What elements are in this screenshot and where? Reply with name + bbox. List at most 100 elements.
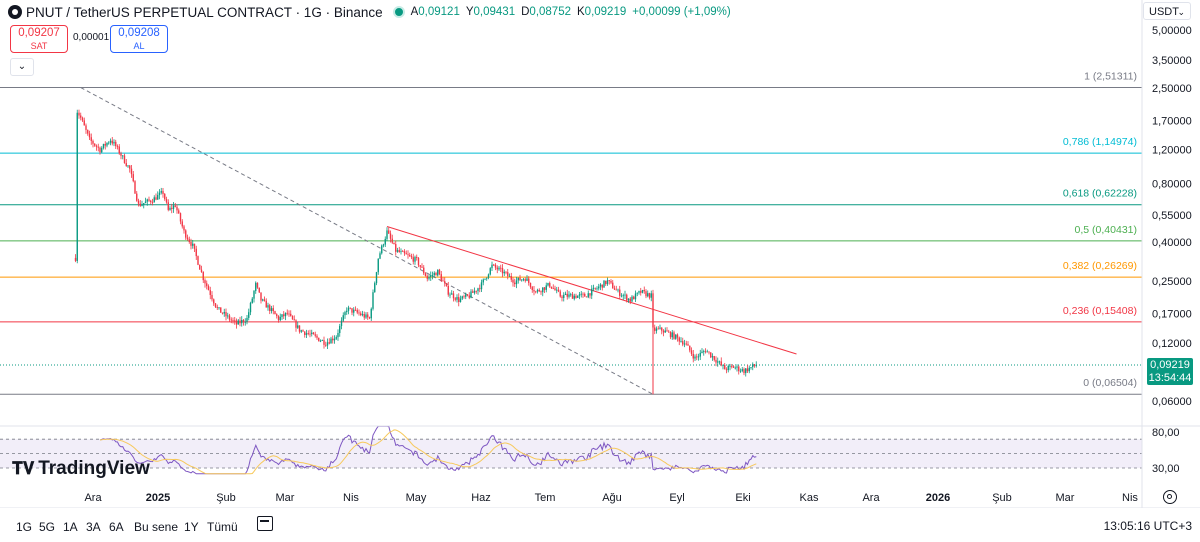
- candle-body: [442, 280, 444, 282]
- candle-body: [557, 289, 560, 292]
- candle-body: [746, 368, 749, 372]
- candle-body: [582, 293, 584, 295]
- candle-body: [312, 332, 315, 335]
- candle-body: [318, 337, 320, 342]
- candle-body: [304, 331, 306, 335]
- candle-body: [529, 282, 532, 288]
- symbol-logo-icon[interactable]: [8, 5, 22, 19]
- candle-body: [491, 264, 493, 269]
- candle-body: [192, 243, 194, 246]
- candle-body: [165, 199, 168, 203]
- timeframe-1y[interactable]: 1Y: [184, 520, 199, 534]
- candle-body: [645, 291, 647, 297]
- candle-body: [405, 253, 407, 255]
- candle-body: [290, 313, 292, 316]
- candle-body: [221, 312, 224, 314]
- ohlc-high: Y0,09431: [465, 6, 516, 18]
- candle-body: [550, 286, 553, 289]
- candle-body: [584, 293, 586, 297]
- candle-body: [538, 289, 540, 292]
- symbol-title[interactable]: PNUT / TetherUS PERPETUAL CONTRACT · 1G …: [26, 4, 383, 20]
- candle-body: [414, 256, 416, 262]
- timeframe-ytd[interactable]: Bu sene: [134, 520, 179, 534]
- candle-body: [465, 294, 467, 297]
- candle-body: [704, 351, 707, 353]
- candle-body: [659, 327, 661, 329]
- candle-body: [214, 303, 217, 307]
- currency-selector[interactable]: USDT ⌄: [1143, 2, 1191, 20]
- candle-body: [435, 272, 437, 276]
- timeframe-all[interactable]: Tümü: [207, 520, 238, 534]
- candle-body: [540, 291, 542, 293]
- candle-body: [696, 356, 698, 358]
- candle-body: [265, 300, 267, 308]
- candle-body: [123, 155, 126, 164]
- candle-body: [356, 310, 358, 313]
- candle-body: [549, 283, 551, 287]
- candle-body: [83, 120, 85, 126]
- candle-body: [167, 202, 169, 210]
- candle-body: [297, 325, 299, 328]
- timeframe-3m[interactable]: 3A: [86, 520, 101, 534]
- candle-body: [692, 353, 694, 359]
- candle-body: [186, 237, 189, 240]
- candle-body: [332, 338, 334, 341]
- rsi-ma-line: [99, 429, 757, 475]
- candle-body: [724, 365, 726, 370]
- candle-body: [361, 314, 364, 316]
- candle-body: [564, 293, 567, 296]
- candle-body: [368, 317, 371, 319]
- timeframe-5d[interactable]: 5G: [39, 520, 56, 534]
- candle-body: [216, 306, 218, 308]
- timeframe-1m[interactable]: 1A: [63, 520, 78, 534]
- clock[interactable]: 13:05:16 UTC+3: [1103, 519, 1192, 533]
- candle-body: [510, 276, 512, 280]
- timeframe-1d[interactable]: 1G: [16, 520, 33, 534]
- tradingview-logo[interactable]: 𝐓𝐕 TradingView: [12, 458, 150, 480]
- candle-body: [267, 305, 269, 308]
- candle-body: [657, 328, 659, 330]
- candle-body: [99, 147, 101, 153]
- candle-body: [452, 293, 455, 299]
- chart-header: PNUT / TetherUS PERPETUAL CONTRACT · 1G …: [8, 2, 737, 22]
- go-to-date-calendar-icon[interactable]: [257, 516, 273, 531]
- candle-body: [633, 296, 635, 300]
- candle-body: [305, 333, 308, 335]
- candle-body: [736, 366, 738, 368]
- rsi-axis-label: 30,00: [1152, 463, 1180, 475]
- candle-body: [591, 288, 593, 296]
- chart-settings-gear-icon[interactable]: [1163, 490, 1177, 504]
- candle-body: [80, 115, 82, 118]
- candle-body: [228, 315, 231, 320]
- fib-level-label: 0,236 (0,15408): [1063, 305, 1137, 317]
- candle-body: [605, 280, 607, 285]
- candle-body: [685, 343, 687, 345]
- buy-price: 0,09208: [118, 27, 160, 39]
- buy-label: AL: [133, 41, 145, 51]
- candle-body: [396, 250, 399, 252]
- timeframe-6m[interactable]: 6A: [109, 520, 124, 534]
- candle-body: [468, 295, 470, 298]
- candle-body: [374, 283, 376, 293]
- candle-body: [496, 267, 498, 270]
- candle-body: [272, 308, 274, 312]
- candle-body: [130, 168, 133, 175]
- candle-body: [181, 221, 183, 227]
- candle-body: [349, 307, 351, 309]
- candle-body: [456, 297, 458, 300]
- candle-body: [598, 286, 600, 289]
- candle-body: [319, 340, 322, 342]
- candle-body: [407, 254, 409, 256]
- collapse-legend-button[interactable]: ⌄: [10, 58, 34, 76]
- candle-body: [715, 359, 717, 363]
- candle-body: [680, 341, 682, 342]
- buy-button[interactable]: 0,09208 AL: [110, 25, 168, 53]
- candle-body: [563, 295, 565, 298]
- fib-level-label: 0,618 (0,62228): [1063, 188, 1137, 200]
- candle-body: [232, 320, 234, 321]
- candle-body: [445, 283, 448, 286]
- candle-body: [256, 282, 259, 288]
- sell-button[interactable]: 0,09207 SAT: [10, 25, 68, 53]
- price-chart[interactable]: 1 (2,51311) 0,786 (1,14974) 0,618 (0,62228…: [0, 0, 1200, 508]
- candle-body: [669, 332, 672, 338]
